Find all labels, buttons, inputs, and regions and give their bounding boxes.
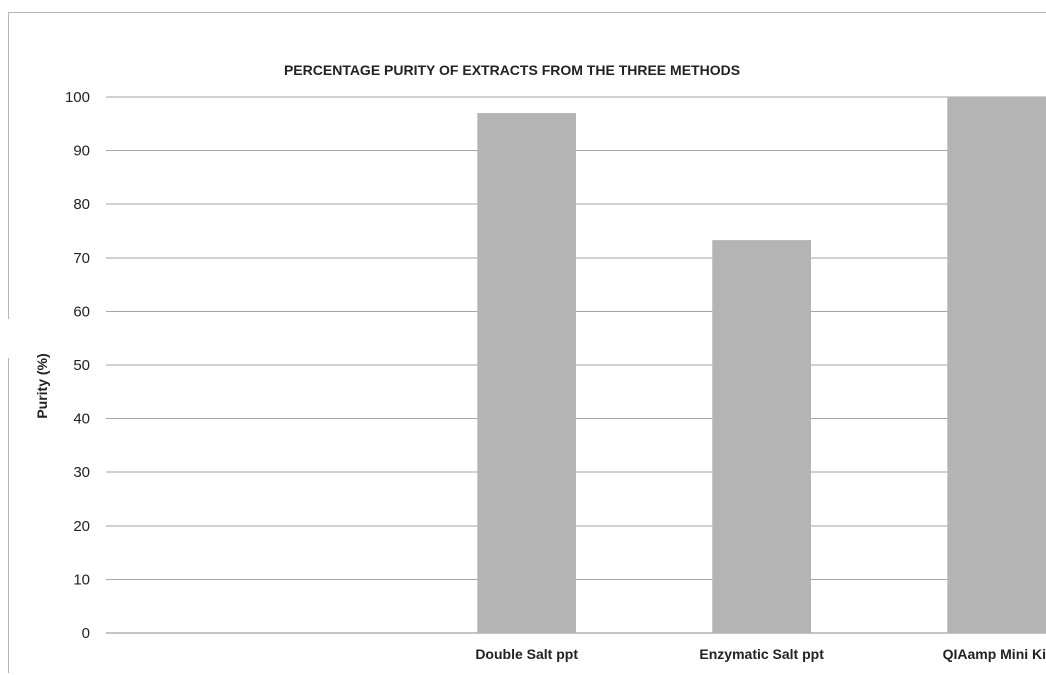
x-category-label: QIAamp Mini Kit: [943, 646, 1046, 662]
bar: [947, 97, 1046, 633]
bar: [477, 113, 576, 633]
y-tick-label: 0: [82, 625, 90, 642]
y-tick-label: 90: [73, 143, 90, 160]
y-tick-label: 70: [73, 250, 90, 267]
y-tick-label: 30: [73, 464, 90, 481]
chart-title: PERCENTAGE PURITY OF EXTRACTS FROM THE T…: [284, 62, 740, 78]
y-tick-label: 60: [73, 303, 90, 320]
bar: [712, 240, 811, 633]
y-tick-label: 10: [73, 571, 90, 588]
y-tick-label: 80: [73, 196, 90, 213]
x-category-labels: Double Salt ppt Enzymatic Salt ppt QIAamp …: [475, 646, 1046, 662]
y-tick-label: 20: [73, 518, 90, 535]
frame-top-border: [8, 12, 1046, 13]
x-category-label: Double Salt ppt: [475, 646, 578, 662]
frame-left-border-lower: [8, 358, 9, 673]
x-category-label: Enzymatic Salt ppt: [699, 646, 824, 662]
y-tick-label: 40: [73, 411, 90, 428]
bars: [477, 97, 1046, 633]
y-tick-label: 100: [65, 89, 90, 106]
y-tick-label: 50: [73, 357, 90, 374]
y-axis-label: Purity (%): [34, 353, 50, 418]
y-tick-labels: 0 10 20 30 40 50 60 70 80 90 100: [65, 89, 90, 642]
frame-left-border-upper: [8, 12, 9, 319]
